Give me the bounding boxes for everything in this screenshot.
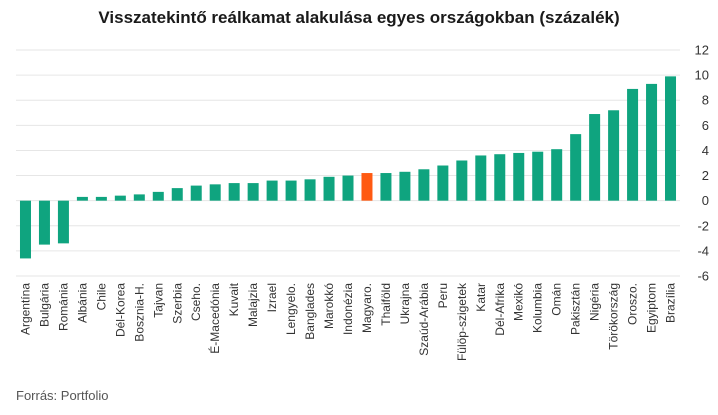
bar — [665, 76, 677, 201]
y-tick-label: 10 — [695, 68, 709, 83]
x-category-label: Banglades — [303, 283, 317, 340]
x-category-label: É-Macedónia — [207, 283, 222, 354]
x-category-label: Marokkó — [322, 283, 336, 329]
y-tick-label: 0 — [702, 193, 709, 208]
bar — [627, 88, 639, 201]
bar — [114, 195, 126, 201]
x-category-label: Thaiföld — [379, 283, 393, 326]
x-category-label: Mexikó — [512, 283, 526, 321]
y-tick-label: 2 — [702, 168, 709, 183]
bar — [437, 165, 449, 201]
x-category-label: Cseho. — [189, 283, 203, 321]
x-category-label: Pakisztán — [569, 283, 583, 335]
x-category-label: Kolumbia — [531, 283, 545, 333]
x-category-label: Fülöp-szigetek — [455, 282, 469, 361]
x-category-label: Chile — [94, 283, 108, 311]
x-category-label: Izrael — [265, 283, 279, 312]
bar — [171, 188, 183, 201]
bar — [456, 160, 468, 201]
bar — [494, 154, 506, 201]
bar — [589, 114, 601, 201]
bar — [646, 83, 658, 201]
y-tick-label: 12 — [695, 43, 709, 58]
bar — [266, 180, 278, 201]
x-category-label: Kuvait — [227, 282, 241, 316]
x-category-label: Dél-Afrika — [493, 283, 507, 336]
bar — [57, 200, 69, 244]
y-tick-label: -2 — [697, 218, 709, 233]
bar — [304, 179, 316, 201]
x-category-label: Indonézia — [341, 283, 355, 335]
x-category-label: Szaúd-Arábia — [417, 283, 431, 356]
bar — [380, 173, 392, 201]
x-category-label: Katar — [474, 283, 488, 312]
x-category-label: Románia — [56, 283, 70, 331]
bar — [342, 175, 354, 201]
x-category-label: Szerbia — [170, 283, 184, 324]
bar — [323, 176, 335, 201]
x-category-label: Ukrajna — [398, 283, 412, 325]
x-category-label: Argentína — [18, 283, 32, 335]
bar — [551, 149, 563, 201]
source-note: Forrás: Portfolio — [16, 388, 109, 403]
bar — [608, 110, 620, 201]
bar — [361, 173, 373, 201]
y-axis-ticks: -6 -4 -2 0 2 4 6 8 10 12 — [695, 43, 709, 284]
x-category-label: Brazília — [664, 283, 678, 323]
y-tick-label: 6 — [702, 118, 709, 133]
bar — [190, 185, 202, 201]
x-category-label: Bosznia-H. — [132, 283, 146, 342]
x-category-label: Albánia — [75, 283, 89, 323]
bar — [513, 152, 525, 201]
bar — [570, 134, 582, 201]
bar — [19, 200, 31, 259]
x-category-label: Malajzia — [246, 283, 260, 327]
x-category-label: Oroszo. — [626, 283, 640, 325]
bar — [133, 194, 145, 201]
y-tick-label: -4 — [697, 243, 709, 258]
bar — [418, 169, 430, 201]
bar — [228, 183, 240, 201]
bar — [247, 183, 259, 201]
bar — [76, 196, 88, 201]
x-category-label: Egyiptom — [645, 283, 659, 333]
x-category-label: Dél-Korea — [113, 283, 127, 337]
bar — [152, 191, 164, 201]
y-tick-label: 8 — [702, 93, 709, 108]
chart-title: Visszatekintő reálkamat alakulása egyes … — [98, 8, 620, 27]
x-category-label: Tajvan — [151, 283, 165, 318]
x-category-label: Törökország — [607, 283, 621, 350]
bar — [475, 155, 487, 201]
x-category-label: Bulgária — [37, 283, 51, 327]
bar — [285, 180, 297, 201]
x-axis-categories: Argentína Bulgária Románia Albánia Chile Dél-… — [18, 282, 677, 361]
bar — [399, 171, 411, 201]
bar — [38, 200, 50, 245]
bar — [209, 184, 221, 201]
x-category-label: Magyaro. — [360, 283, 374, 333]
x-category-label: Peru — [436, 283, 450, 308]
y-tick-label: 4 — [702, 143, 709, 158]
x-category-label: Omán — [550, 283, 564, 316]
bar — [95, 196, 107, 201]
bar — [532, 151, 544, 201]
y-tick-label: -6 — [697, 269, 709, 284]
x-category-label: Lengyelo. — [284, 283, 298, 335]
x-category-label: Nigéria — [588, 283, 602, 321]
bars — [19, 76, 677, 259]
